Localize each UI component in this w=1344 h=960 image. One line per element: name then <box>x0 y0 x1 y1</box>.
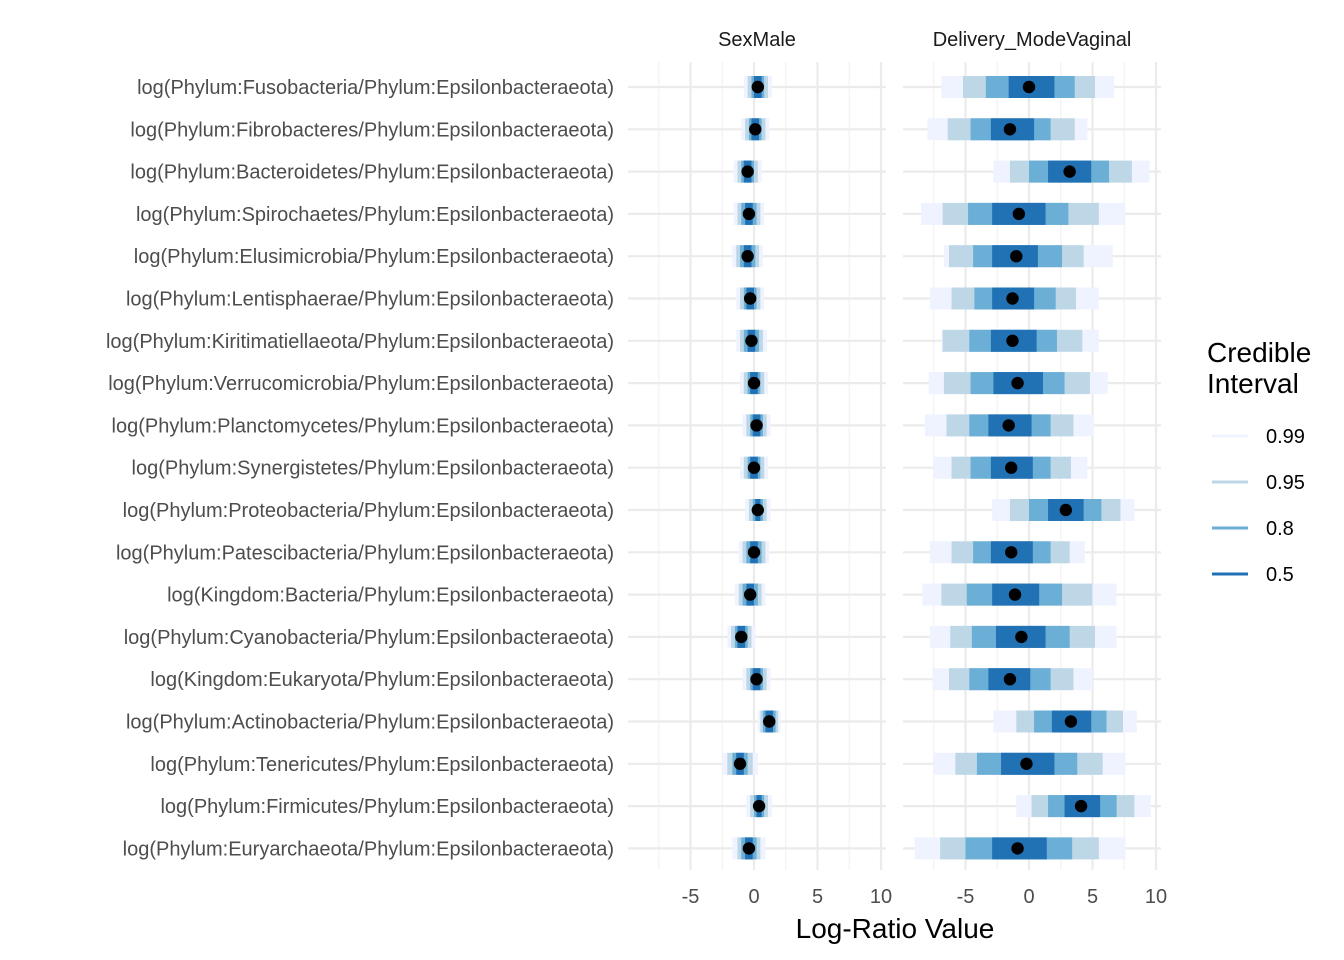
median-point <box>1022 80 1036 94</box>
legend-label: 0.5 <box>1266 564 1294 586</box>
median-point <box>742 842 756 855</box>
y-tick-label: log(Phylum:Actinobacteria/Phylum:Epsilon… <box>126 712 614 734</box>
y-tick-label: log(Kingdom:Bacteria/Phylum:Epsilonbacte… <box>167 585 614 607</box>
median-point <box>741 250 754 263</box>
median-point <box>1011 842 1024 855</box>
median-point <box>1063 165 1076 178</box>
x-tick-label: 5 <box>1087 886 1098 908</box>
median-point <box>1008 588 1022 601</box>
facet-strip-label: Delivery_ModeVaginal <box>933 29 1132 51</box>
y-tick-label: log(Phylum:Elusimicrobia/Phylum:Epsilonb… <box>134 246 614 268</box>
median-point <box>1005 546 1018 559</box>
y-tick-label: log(Phylum:Euryarchaeota/Phylum:Epsilonb… <box>123 838 614 860</box>
median-point <box>1059 503 1073 517</box>
y-tick-label: log(Phylum:Planctomycetes/Phylum:Epsilon… <box>112 415 614 437</box>
y-tick-label: log(Phylum:Fibrobacteres/Phylum:Epsilonb… <box>130 119 614 141</box>
median-point <box>1003 123 1017 136</box>
median-point <box>733 757 747 770</box>
median-point <box>743 588 757 601</box>
y-axis-labels: log(Phylum:Fusobacteria/Phylum:Epsilonba… <box>106 77 614 860</box>
y-tick-label: log(Phylum:Tenericutes/Phylum:Epsilonbac… <box>150 754 614 776</box>
median-point <box>749 123 762 136</box>
legend-label: 0.8 <box>1266 518 1294 540</box>
y-tick-label: log(Kingdom:Eukaryota/Phylum:Epsilonbact… <box>150 669 614 691</box>
y-tick-label: log(Phylum:Cyanobacteria/Phylum:Epsilonb… <box>124 627 614 649</box>
x-tick-label: 10 <box>870 886 892 908</box>
median-point <box>747 546 761 559</box>
median-point <box>735 630 748 644</box>
median-point <box>1012 207 1026 221</box>
median-point <box>1064 715 1078 728</box>
median-point <box>751 80 765 94</box>
y-tick-label: log(Phylum:Spirochaetes/Phylum:Epsilonba… <box>136 204 614 226</box>
legend-label: 0.99 <box>1266 426 1305 448</box>
median-point <box>763 715 776 728</box>
x-tick-label: 0 <box>748 886 759 908</box>
y-tick-label: log(Phylum:Verrucomicrobia/Phylum:Epsilo… <box>108 373 614 395</box>
median-point <box>1074 799 1088 813</box>
median-point <box>743 292 757 305</box>
facet-panel-2: -5 0 5 10 Delivery_ModeVaginal <box>903 29 1167 908</box>
facet-strip-label: SexMale <box>718 29 796 51</box>
median-point <box>1011 376 1024 390</box>
y-tick-label: log(Phylum:Fusobacteria/Phylum:Epsilonba… <box>137 77 614 99</box>
median-point <box>1015 630 1028 644</box>
x-tick-label: 5 <box>812 886 823 908</box>
y-tick-label: log(Phylum:Proteobacteria/Phylum:Epsilon… <box>123 500 614 522</box>
median-point <box>1005 461 1018 474</box>
x-tick-label: 0 <box>1023 886 1034 908</box>
median-point <box>1010 250 1023 263</box>
median-point <box>752 799 766 813</box>
x-axis-title: Log-Ratio Value <box>796 913 995 944</box>
facet-panels: -5 0 5 10 SexMale -5 0 5 10 Delivery_ModeVaginal <box>628 29 1167 908</box>
median-point <box>747 461 761 474</box>
median-point <box>1002 419 1015 432</box>
median-point <box>741 165 754 178</box>
x-tick-label: -5 <box>682 886 700 908</box>
legend-label: 0.95 <box>1266 472 1305 494</box>
legend-title: Credible <box>1207 337 1311 368</box>
y-tick-label: log(Phylum:Synergistetes/Phylum:Epsilonb… <box>132 458 614 480</box>
median-point <box>742 207 756 221</box>
median-point <box>750 673 763 686</box>
median-point <box>1006 292 1019 305</box>
median-point <box>1003 673 1017 686</box>
median-point <box>1006 334 1019 347</box>
y-tick-label: log(Phylum:Kiritimatiellaeota/Phylum:Eps… <box>106 331 614 353</box>
median-point <box>750 419 763 432</box>
x-tick-label: -5 <box>957 886 975 908</box>
y-tick-label: log(Phylum:Patescibacteria/Phylum:Epsilo… <box>116 542 614 564</box>
median-point <box>751 503 765 517</box>
median-point <box>747 376 761 390</box>
legend-title: Interval <box>1207 368 1299 399</box>
x-tick-label: 10 <box>1145 886 1167 908</box>
y-tick-label: log(Phylum:Lentisphaerae/Phylum:Epsilonb… <box>126 289 614 311</box>
y-tick-label: log(Phylum:Firmicutes/Phylum:Epsilonbact… <box>160 796 614 818</box>
facet-panel-1: -5 0 5 10 SexMale <box>628 29 892 908</box>
median-point <box>1020 757 1033 770</box>
median-point <box>745 334 758 347</box>
y-tick-label: log(Phylum:Bacteroidetes/Phylum:Epsilonb… <box>130 162 614 184</box>
